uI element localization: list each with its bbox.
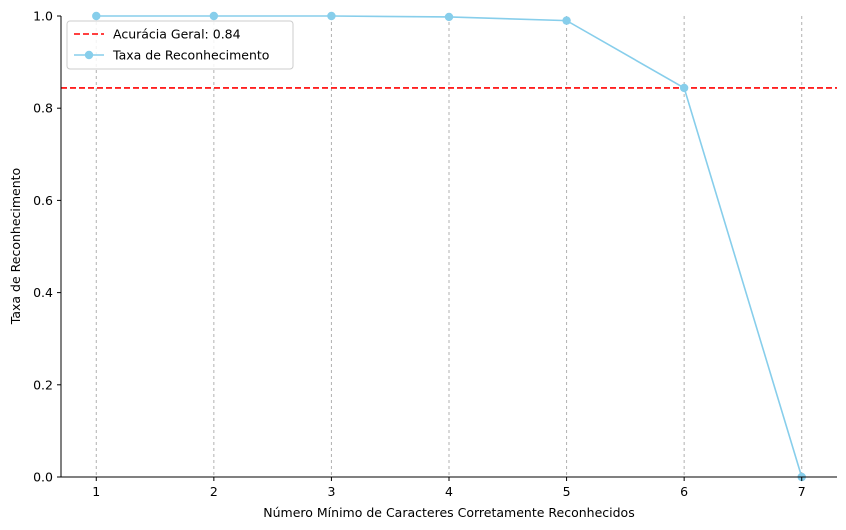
legend-box (66, 20, 294, 70)
data-point-6 (679, 83, 689, 93)
legend-series-label: Taxa de Reconhecimento (112, 48, 269, 63)
x-tick-label-1: 1 (92, 484, 100, 499)
x-tick-label-6: 6 (680, 484, 688, 499)
y-tick-label-3: 0.4 (33, 285, 53, 300)
data-point-2 (209, 11, 219, 21)
x-tick-label-2: 2 (210, 484, 218, 499)
data-point-4 (444, 12, 454, 22)
data-point-5 (562, 16, 571, 25)
legend-series-marker (84, 50, 94, 60)
x-axis-label: Número Mínimo de Caracteres Corretamente… (263, 505, 634, 520)
grid-lines (95, 16, 803, 477)
data-point-1 (92, 11, 101, 21)
axes (57, 15, 837, 481)
legend-reference-line-label: Acurácia Geral: 0.84 (113, 27, 241, 42)
data-point-3 (327, 11, 336, 21)
y-tick-label-4: 0.6 (33, 193, 53, 208)
tick-labels: 1 2 3 4 5 6 7 0.0 0.2 0.4 0.6 0.8 1.0 (33, 9, 806, 500)
x-tick-label-7: 7 (798, 484, 806, 499)
y-tick-label-6: 1.0 (33, 9, 53, 24)
legend: Acurácia Geral: 0.84 Taxa de Reconhecime… (66, 20, 294, 70)
x-tick-label-5: 5 (563, 484, 571, 499)
x-tick-label-4: 4 (445, 484, 453, 499)
x-tick-label-3: 3 (327, 484, 335, 499)
y-tick-label-2: 0.2 (33, 377, 53, 392)
y-tick-label-1: 0.0 (33, 470, 53, 485)
y-axis-label: Taxa de Reconhecimento (8, 168, 23, 325)
y-tick-label-5: 0.8 (33, 101, 53, 116)
series-layer (92, 11, 806, 482)
